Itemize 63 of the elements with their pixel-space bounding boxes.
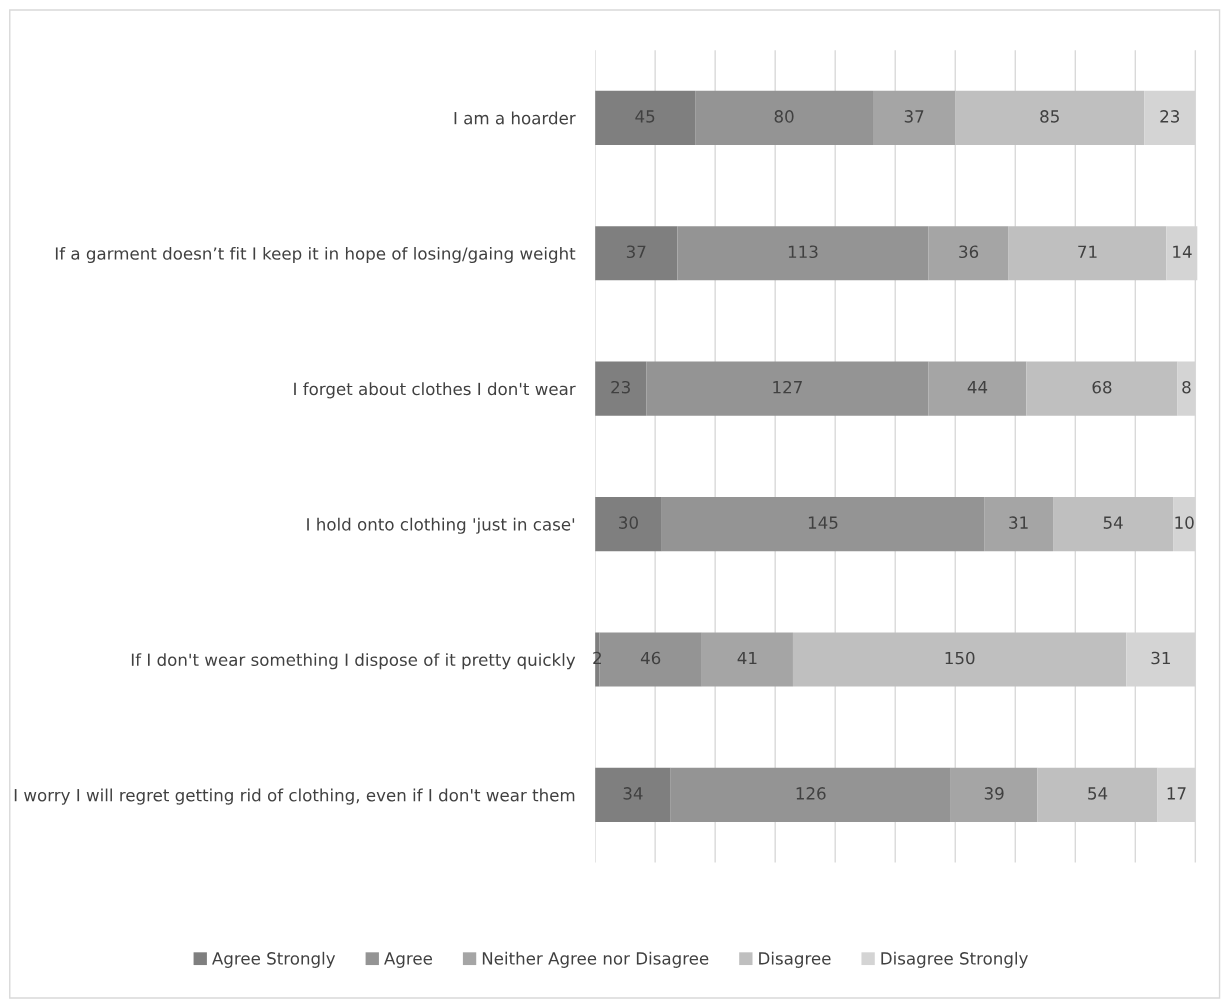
bar xyxy=(928,226,1009,281)
data-label: 80 xyxy=(774,110,794,123)
bar xyxy=(1026,361,1178,416)
bar xyxy=(1008,226,1167,281)
y-tick-label: I forget about clothes I don't wear xyxy=(294,382,576,399)
data-label: 44 xyxy=(967,381,988,394)
bar xyxy=(984,496,1054,552)
y-tick-label: If a garment doesn’t fit I keep it in hope of losing/gaing weight xyxy=(55,246,576,264)
bar xyxy=(695,90,873,145)
data-label: 23 xyxy=(1160,110,1180,123)
data-label: 31 xyxy=(1151,651,1170,665)
data-label: 126 xyxy=(796,787,826,800)
bar xyxy=(595,767,671,822)
data-label: 46 xyxy=(640,651,661,665)
data-label: 39 xyxy=(984,787,1004,800)
data-label: 31 xyxy=(1009,516,1028,529)
bar xyxy=(661,496,985,552)
data-label: 41 xyxy=(737,651,757,665)
bar xyxy=(599,632,702,687)
data-label: 34 xyxy=(623,787,643,800)
data-label: 30 xyxy=(619,516,638,529)
data-label: 145 xyxy=(808,516,838,529)
data-label: 37 xyxy=(626,245,646,259)
y-tick-label: I am a hoarder xyxy=(454,111,576,125)
data-label: 54 xyxy=(1088,787,1108,800)
legend-label: Disagree Strongly xyxy=(881,951,1028,968)
data-label: 23 xyxy=(611,380,630,394)
data-label: 85 xyxy=(1040,110,1059,123)
data-label: 71 xyxy=(1078,245,1097,258)
bar xyxy=(701,632,793,687)
bar xyxy=(872,90,956,145)
data-label: 17 xyxy=(1167,787,1186,800)
bar xyxy=(1053,496,1174,552)
data-label: 127 xyxy=(773,380,802,394)
data-label: 36 xyxy=(959,245,979,259)
data-label: 113 xyxy=(788,245,818,259)
bar xyxy=(928,361,1027,416)
data-label: 37 xyxy=(904,110,924,123)
data-label: 54 xyxy=(1103,516,1123,529)
y-tick-label: If I don't wear something I dispose of it pretty quickly xyxy=(131,653,576,670)
bar xyxy=(792,632,1127,687)
data-label: 68 xyxy=(1092,380,1112,394)
bar xyxy=(1037,767,1158,822)
bar xyxy=(950,767,1038,822)
legend-label: Neither Agree nor Disagree xyxy=(482,951,709,968)
data-label: 10 xyxy=(1175,516,1194,529)
data-label: 14 xyxy=(1173,245,1192,258)
bar xyxy=(595,90,696,145)
y-tick-label: I hold onto clothing 'just in case' xyxy=(307,517,575,534)
legend-label: Agree xyxy=(384,952,433,968)
bar xyxy=(646,361,929,416)
legend-label: Disagree xyxy=(759,951,831,968)
bar xyxy=(677,226,929,281)
data-label: 8 xyxy=(1182,380,1191,394)
data-label: 45 xyxy=(635,110,655,123)
bar xyxy=(595,361,647,416)
bar xyxy=(955,90,1145,145)
bar xyxy=(670,767,951,822)
bar xyxy=(595,226,678,281)
bar xyxy=(595,496,662,552)
data-label: 150 xyxy=(945,651,975,665)
y-tick-label: I worry I will regret getting rid of clothing, even if I don't wear them xyxy=(14,788,575,805)
legend-label: Agree Strongly xyxy=(212,951,336,968)
